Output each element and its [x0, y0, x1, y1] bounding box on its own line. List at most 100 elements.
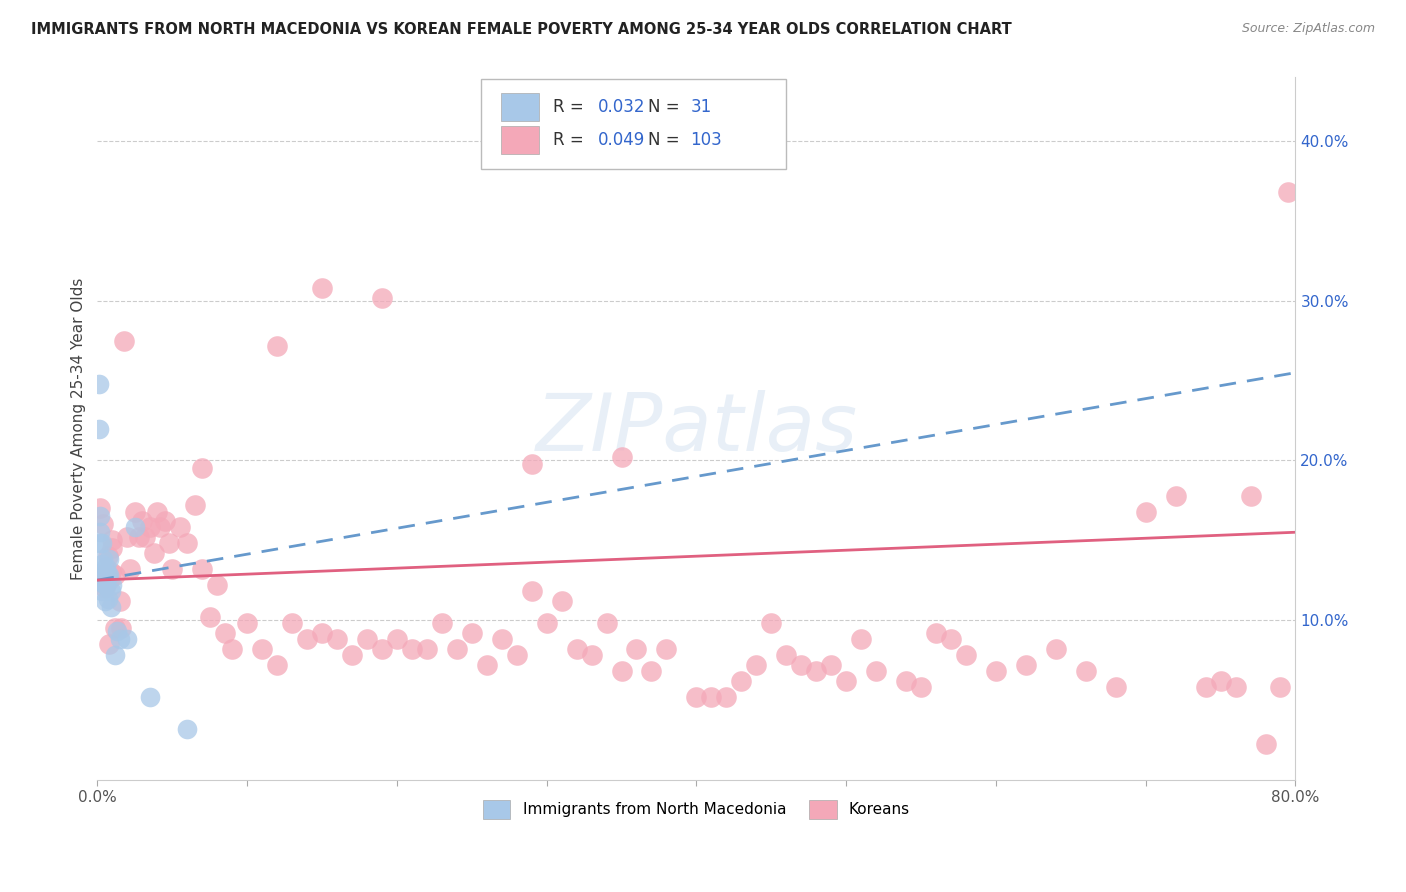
- Point: [266, 657, 288, 672]
- Point: [610, 450, 633, 465]
- Point: [143, 546, 166, 560]
- Point: [101, 541, 124, 556]
- Point: [610, 664, 633, 678]
- Point: [849, 632, 872, 647]
- Point: [87, 376, 110, 391]
- Point: [730, 673, 752, 688]
- Point: [716, 690, 738, 704]
- Point: [925, 625, 948, 640]
- Point: [565, 641, 588, 656]
- Point: [461, 625, 484, 640]
- Legend: Immigrants from North Macedonia, Koreans: Immigrants from North Macedonia, Koreans: [477, 794, 917, 824]
- Point: [117, 530, 139, 544]
- Point: [104, 621, 127, 635]
- Point: [124, 504, 146, 518]
- Point: [198, 610, 221, 624]
- FancyBboxPatch shape: [501, 126, 540, 154]
- Point: [117, 632, 139, 647]
- Point: [311, 625, 333, 640]
- Point: [101, 578, 124, 592]
- Point: [416, 641, 439, 656]
- Point: [108, 594, 131, 608]
- Point: [96, 560, 118, 574]
- Point: [221, 641, 243, 656]
- Point: [120, 562, 142, 576]
- Point: [94, 568, 117, 582]
- Point: [100, 584, 122, 599]
- Point: [1209, 673, 1232, 688]
- Text: N =: N =: [648, 131, 685, 149]
- Point: [98, 568, 121, 582]
- Point: [94, 581, 117, 595]
- Point: [1277, 186, 1299, 200]
- Text: IMMIGRANTS FROM NORTH MACEDONIA VS KOREAN FEMALE POVERTY AMONG 25-34 YEAR OLDS C: IMMIGRANTS FROM NORTH MACEDONIA VS KOREA…: [31, 22, 1012, 37]
- Point: [326, 632, 349, 647]
- Point: [806, 664, 828, 678]
- Point: [955, 648, 977, 662]
- Point: [134, 530, 156, 544]
- Point: [149, 520, 172, 534]
- Point: [894, 673, 917, 688]
- Point: [131, 514, 153, 528]
- Y-axis label: Female Poverty Among 25-34 Year Olds: Female Poverty Among 25-34 Year Olds: [72, 277, 86, 580]
- Point: [1105, 680, 1128, 694]
- Point: [90, 568, 112, 582]
- Point: [446, 641, 468, 656]
- Point: [98, 637, 121, 651]
- Point: [401, 641, 423, 656]
- Point: [100, 600, 122, 615]
- Point: [626, 641, 648, 656]
- Point: [100, 565, 122, 579]
- Point: [520, 584, 543, 599]
- Point: [1239, 489, 1261, 503]
- Point: [536, 616, 558, 631]
- Point: [139, 520, 162, 534]
- Point: [984, 664, 1007, 678]
- Point: [89, 509, 111, 524]
- Point: [761, 616, 783, 631]
- Point: [205, 578, 228, 592]
- Point: [105, 624, 128, 639]
- Point: [96, 578, 118, 592]
- Point: [865, 664, 887, 678]
- Point: [89, 525, 111, 540]
- Point: [491, 632, 513, 647]
- Point: [104, 648, 127, 662]
- Point: [104, 568, 127, 582]
- Point: [139, 690, 162, 704]
- Point: [640, 664, 662, 678]
- Point: [160, 562, 183, 576]
- Point: [835, 673, 858, 688]
- Point: [169, 520, 191, 534]
- Point: [90, 584, 112, 599]
- Point: [910, 680, 932, 694]
- Point: [745, 657, 768, 672]
- Point: [97, 592, 120, 607]
- Point: [371, 641, 394, 656]
- Point: [93, 565, 115, 579]
- Point: [191, 461, 214, 475]
- Point: [90, 536, 112, 550]
- Point: [89, 501, 111, 516]
- Point: [87, 421, 110, 435]
- Point: [93, 517, 115, 532]
- Point: [112, 334, 135, 348]
- Point: [89, 536, 111, 550]
- Point: [153, 514, 176, 528]
- Point: [250, 641, 273, 656]
- Point: [128, 530, 150, 544]
- Text: R =: R =: [553, 98, 589, 116]
- Point: [108, 632, 131, 647]
- Point: [655, 641, 678, 656]
- Point: [700, 690, 723, 704]
- Point: [1164, 489, 1187, 503]
- Point: [191, 562, 214, 576]
- Point: [595, 616, 617, 631]
- Point: [93, 552, 115, 566]
- Point: [146, 504, 169, 518]
- Point: [356, 632, 378, 647]
- Point: [94, 578, 117, 592]
- Point: [176, 722, 198, 736]
- Point: [214, 625, 236, 640]
- Point: [110, 621, 132, 635]
